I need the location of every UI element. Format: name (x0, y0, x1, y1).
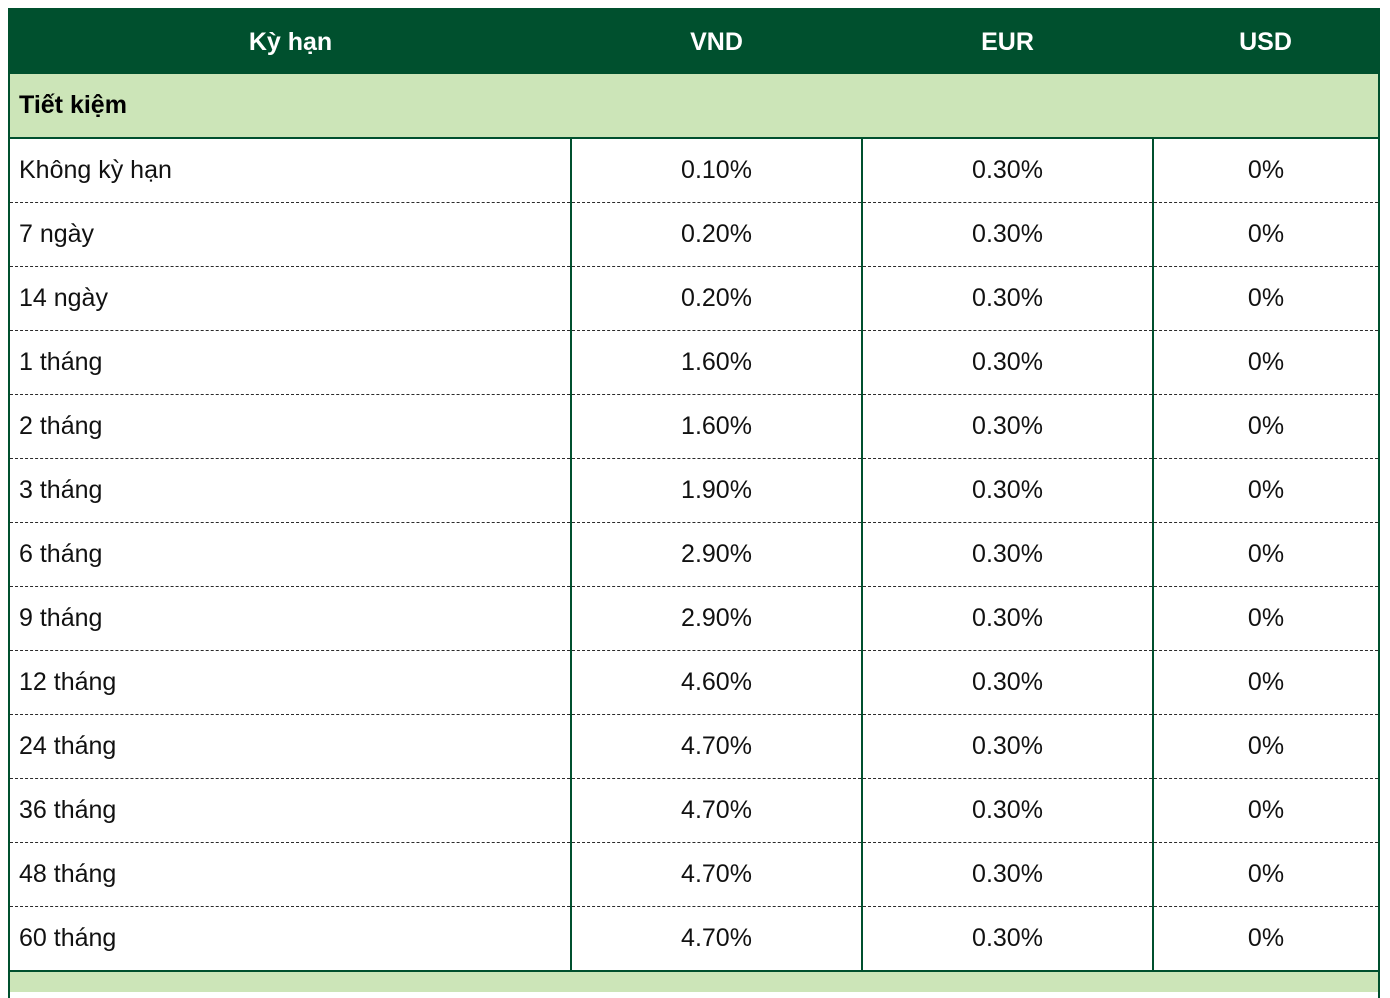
cell-vnd: 4.60% (570, 650, 862, 715)
cell-term: 12 tháng (10, 650, 571, 715)
cell-term: 36 tháng (10, 778, 571, 843)
table-row: 9 tháng 2.90% 0.30% 0% (10, 586, 1378, 651)
cell-term: 1 tháng (10, 330, 571, 395)
header-usd: USD (1153, 10, 1378, 74)
cell-usd: 0% (1152, 778, 1378, 843)
cell-eur: 0.30% (861, 650, 1153, 715)
table-row: 1 tháng 1.60% 0.30% 0% (10, 330, 1378, 395)
cell-term: 60 tháng (10, 906, 571, 972)
cell-usd: 0% (1152, 138, 1378, 203)
table-row: 60 tháng 4.70% 0.30% 0% (10, 906, 1378, 972)
table-body: Tiết kiệm Không kỳ hạn 0.10% 0.30% 0% 7 ngày… (10, 74, 1378, 972)
cell-eur: 0.30% (861, 394, 1153, 459)
cell-eur: 0.30% (861, 330, 1153, 395)
cell-eur: 0.30% (861, 202, 1153, 267)
cell-vnd: 2.90% (570, 586, 862, 651)
table-row: 36 tháng 4.70% 0.30% 0% (10, 778, 1378, 843)
cell-vnd: 2.90% (570, 522, 862, 587)
section-row: Tiết kiệm (10, 74, 1378, 139)
cell-vnd: 1.60% (570, 394, 862, 459)
interest-rate-table-container: Kỳ hạn VND EUR USD Tiết kiệm Không kỳ hạ… (8, 8, 1380, 998)
section-title: Tiết kiệm (10, 74, 1378, 139)
cell-usd: 0% (1152, 714, 1378, 779)
cell-term: 7 ngày (10, 202, 571, 267)
cell-term: 6 tháng (10, 522, 571, 587)
cell-vnd: 1.90% (570, 458, 862, 523)
cell-term: 9 tháng (10, 586, 571, 651)
cell-vnd: 4.70% (570, 842, 862, 907)
cell-vnd: 0.20% (570, 266, 862, 331)
cell-usd: 0% (1152, 202, 1378, 267)
cell-vnd: 4.70% (570, 906, 862, 972)
table-row: 48 tháng 4.70% 0.30% 0% (10, 842, 1378, 907)
cell-usd: 0% (1152, 522, 1378, 587)
cell-term: 14 ngày (10, 266, 571, 331)
cell-eur: 0.30% (861, 714, 1153, 779)
cell-eur: 0.30% (861, 586, 1153, 651)
cell-usd: 0% (1152, 842, 1378, 907)
next-section-strip (10, 972, 1378, 992)
header-eur: EUR (862, 10, 1153, 74)
cell-usd: 0% (1152, 586, 1378, 651)
table-row: 3 tháng 1.90% 0.30% 0% (10, 458, 1378, 523)
cell-term: 48 tháng (10, 842, 571, 907)
table-row: 12 tháng 4.60% 0.30% 0% (10, 650, 1378, 715)
cell-vnd: 4.70% (570, 778, 862, 843)
cell-term: 24 tháng (10, 714, 571, 779)
cell-term: 3 tháng (10, 458, 571, 523)
cell-usd: 0% (1152, 906, 1378, 972)
cell-usd: 0% (1152, 394, 1378, 459)
cell-usd: 0% (1152, 458, 1378, 523)
header-vnd: VND (571, 10, 862, 74)
table-header: Kỳ hạn VND EUR USD (10, 10, 1378, 74)
header-row: Kỳ hạn VND EUR USD (10, 10, 1378, 74)
cell-vnd: 0.20% (570, 202, 862, 267)
table-row: 24 tháng 4.70% 0.30% 0% (10, 714, 1378, 779)
table-row: 6 tháng 2.90% 0.30% 0% (10, 522, 1378, 587)
cell-usd: 0% (1152, 266, 1378, 331)
cell-vnd: 1.60% (570, 330, 862, 395)
cell-eur: 0.30% (861, 842, 1153, 907)
table-row: Không kỳ hạn 0.10% 0.30% 0% (10, 138, 1378, 203)
cell-eur: 0.30% (861, 906, 1153, 972)
cell-term: 2 tháng (10, 394, 571, 459)
header-term: Kỳ hạn (10, 10, 571, 74)
cell-vnd: 4.70% (570, 714, 862, 779)
cell-eur: 0.30% (861, 138, 1153, 203)
table-row: 14 ngày 0.20% 0.30% 0% (10, 266, 1378, 331)
cell-term: Không kỳ hạn (10, 138, 571, 203)
table-row: 2 tháng 1.60% 0.30% 0% (10, 394, 1378, 459)
cell-eur: 0.30% (861, 266, 1153, 331)
interest-rate-table: Kỳ hạn VND EUR USD Tiết kiệm Không kỳ hạ… (10, 10, 1378, 972)
cell-usd: 0% (1152, 330, 1378, 395)
table-row: 7 ngày 0.20% 0.30% 0% (10, 202, 1378, 267)
cell-eur: 0.30% (861, 778, 1153, 843)
cell-eur: 0.30% (861, 458, 1153, 523)
cell-eur: 0.30% (861, 522, 1153, 587)
cell-usd: 0% (1152, 650, 1378, 715)
cell-vnd: 0.10% (570, 138, 862, 203)
